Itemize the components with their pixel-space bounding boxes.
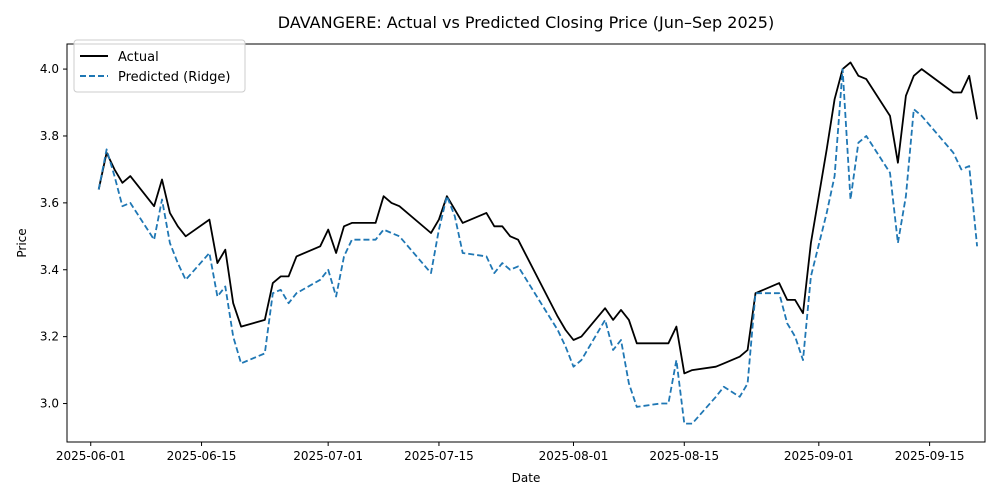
- plot-area: [97, 61, 978, 425]
- y-tick-label: 3.4: [40, 263, 59, 277]
- x-tick-label: 2025-08-01: [539, 449, 609, 463]
- x-tick-label: 2025-07-15: [404, 449, 474, 463]
- chart-title: DAVANGERE: Actual vs Predicted Closing P…: [278, 13, 774, 32]
- legend-box: [73, 39, 246, 93]
- legend: Actual Predicted (Ridge): [73, 39, 246, 93]
- x-tick-label: 2025-08-15: [649, 449, 719, 463]
- y-axis-label: Price: [15, 228, 29, 257]
- predicted-series-line: [97, 68, 978, 425]
- x-axis-label: Date: [512, 471, 541, 485]
- y-tick-label: 4.0: [40, 62, 59, 76]
- x-axis: 2025-06-01 2025-06-15 2025-07-01 2025-07-15…: [56, 442, 965, 463]
- y-tick-label: 3.6: [40, 196, 59, 210]
- y-axis: 3.0 3.2 3.4 3.6 3.8 4.0: [40, 62, 67, 411]
- y-tick-label: 3.0: [40, 397, 59, 411]
- x-tick-label: 2025-07-01: [293, 449, 363, 463]
- x-tick-label: 2025-09-01: [784, 449, 854, 463]
- x-tick-label: 2025-06-01: [56, 449, 126, 463]
- x-tick-label: 2025-06-15: [167, 449, 237, 463]
- x-tick-label: 2025-09-15: [895, 449, 965, 463]
- legend-label-predicted: Predicted (Ridge): [118, 70, 230, 85]
- y-tick-label: 3.8: [40, 129, 59, 143]
- legend-label-actual: Actual: [118, 50, 159, 65]
- actual-series-line: [97, 61, 978, 375]
- plot-frame: [66, 43, 986, 443]
- y-tick-label: 3.2: [40, 330, 59, 344]
